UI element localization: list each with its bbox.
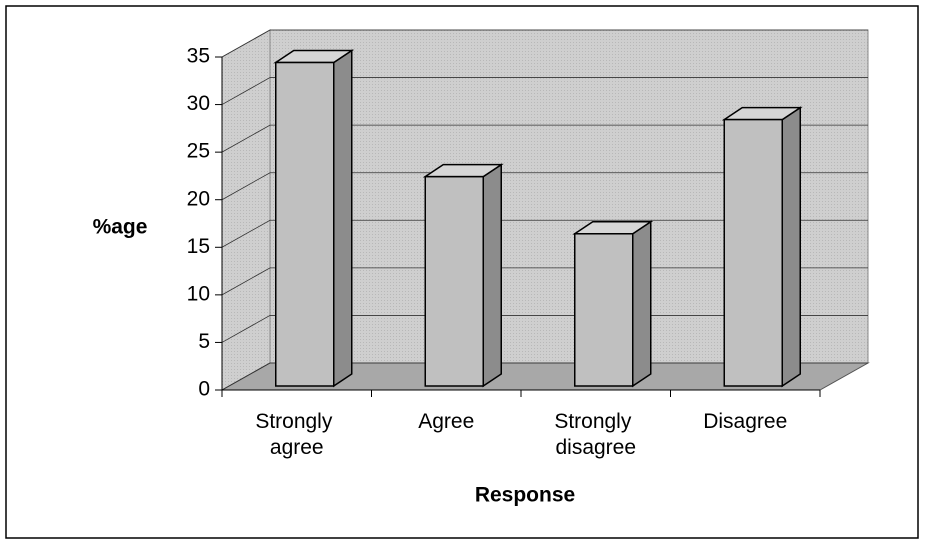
bar-front	[424, 175, 484, 387]
x-axis-title: Response	[475, 484, 575, 507]
x-tick-label: Strongly disagree	[554, 410, 637, 459]
grid-line	[221, 267, 868, 296]
grid-line	[221, 219, 868, 248]
bar-front	[574, 233, 634, 387]
bar	[721, 106, 803, 388]
bar-front	[723, 118, 783, 387]
bar	[273, 49, 355, 388]
x-tick-label: Disagree	[703, 410, 787, 433]
bar	[422, 163, 504, 388]
y-tick-label: 5	[198, 330, 210, 353]
y-tick-label: 35	[187, 45, 210, 68]
side-wall	[221, 29, 271, 391]
grid-line	[221, 172, 868, 201]
y-tick-label: 10	[187, 282, 210, 305]
plot-area: 0 5 10 15 20 25 30 35 Strongly agree Agree Strongl…	[187, 29, 870, 459]
x-tick-label: Agree	[418, 410, 474, 433]
bar-side	[482, 163, 502, 388]
grid-line	[221, 315, 868, 343]
y-tick-label: 30	[187, 92, 210, 115]
y-tick-label: 0	[198, 378, 210, 401]
y-tick-label: 20	[187, 187, 210, 210]
grid-line	[221, 124, 868, 153]
bar-front	[275, 61, 335, 387]
bar-side	[781, 106, 801, 388]
bar	[572, 220, 654, 388]
bar-side	[333, 49, 353, 388]
x-tick-label: Strongly agree	[255, 410, 338, 459]
grid-line	[221, 362, 868, 391]
grid-line	[221, 29, 868, 58]
y-axis-title: %age	[93, 216, 148, 239]
grid-line	[221, 77, 868, 105]
y-tick-label: 15	[187, 235, 210, 258]
bar-side	[632, 220, 652, 388]
y-tick-label: 25	[187, 140, 210, 163]
